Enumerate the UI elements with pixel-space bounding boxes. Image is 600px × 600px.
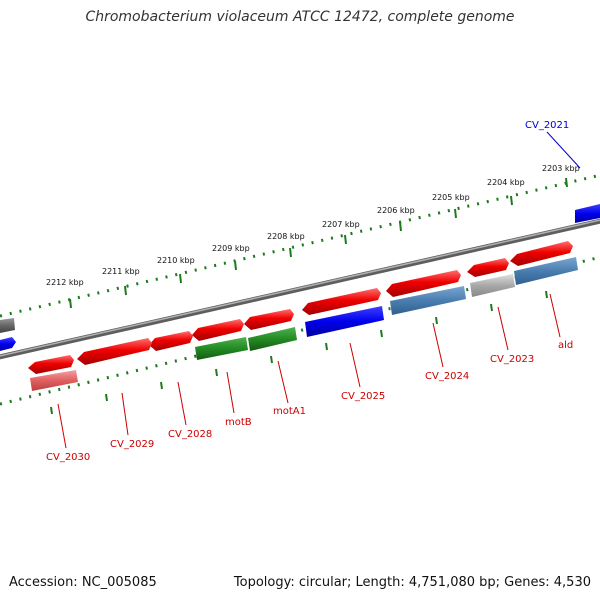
gene-arrow-cv2030-upper[interactable] [28,355,74,374]
genome-backbone-highlight [0,219,600,357]
gene-arrow-motA1-upper[interactable] [244,309,294,330]
tick-label-2212: 2212 kbp [46,278,84,287]
gene-label-motA1: motA1 [273,406,306,417]
gene-arrow-cv2025-upper[interactable] [302,288,381,315]
gene-label-cv2029: CV_2029 [110,439,154,450]
tick-label-2210: 2210 kbp [157,256,195,265]
tick-label-2208: 2208 kbp [267,232,305,241]
tick-label-2205: 2205 kbp [432,193,470,202]
gene-label-cv2021: CV_2021 [525,120,569,131]
tick-label-2211: 2211 kbp [102,267,140,276]
gene-arrow-cv2023[interactable] [470,274,515,297]
outer-scale-ring [0,173,600,318]
gene-arrow-motA1[interactable] [248,327,297,351]
scale-tick-marks [50,177,568,415]
gene-arrow-edge-gray[interactable] [0,318,15,333]
gene-label-ald: ald [558,340,573,351]
gene-label-cv2030: CV_2030 [46,452,90,463]
inner-scale-ring [0,255,600,406]
tick-label-2203: 2203 kbp [542,164,580,173]
gene-label-cv2024: CV_2024 [425,371,469,382]
gene-arrow-cv2024[interactable] [390,286,466,315]
gene-label-cv2028: CV_2028 [168,429,212,440]
genome-backbone [0,218,600,360]
tick-label-2207: 2207 kbp [322,220,360,229]
gene-arrow-motB[interactable] [195,337,248,360]
map-title: Chromobacterium violaceum ATCC 12472, co… [85,9,515,25]
gene-arrow-cv2021[interactable] [575,204,600,223]
gene-arrow-ald-upper[interactable] [510,241,573,266]
gene-arrow-cv2030[interactable] [30,370,78,391]
topology-text: Topology: circular; Length: 4,751,080 bp… [233,575,591,590]
gene-arrow-cv2029-upper[interactable] [77,338,152,365]
gene-arrow-ald-lower[interactable] [514,257,578,285]
gene-label-cv2023: CV_2023 [490,354,534,365]
tick-label-2209: 2209 kbp [212,244,250,253]
label-leader-lines [57,293,561,449]
accession-text: Accession: NC_005085 [9,575,157,590]
gene-label-motB: motB [225,417,252,428]
tick-label-2204: 2204 kbp [487,178,525,187]
gene-arrow-edge-blue[interactable] [0,337,16,351]
gene-arrow-cv2024-upper[interactable] [386,270,461,297]
gene-arrow-cv2028-upper[interactable] [149,331,193,351]
label-leader-cv2021 [546,131,581,169]
gene-label-cv2025: CV_2025 [341,391,385,402]
gene-arrow-upper-a[interactable] [467,258,509,277]
tick-label-2206: 2206 kbp [377,206,415,215]
gene-arrow-motB-upper[interactable] [192,319,244,341]
gene-arrow-cv2025[interactable] [305,306,384,337]
